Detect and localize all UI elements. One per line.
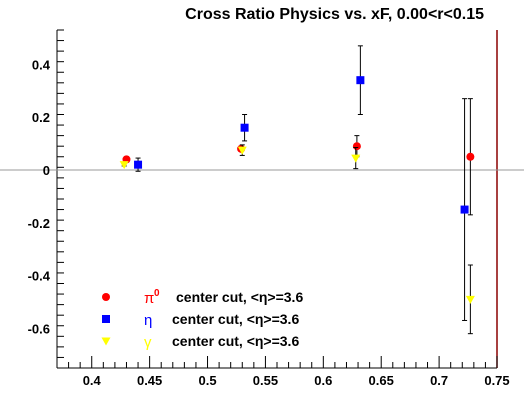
series-triangle-down bbox=[119, 144, 475, 335]
data-series bbox=[119, 45, 475, 335]
legend-symbol: η bbox=[144, 312, 152, 329]
data-point bbox=[134, 160, 143, 169]
y-tick-label: -0.2 bbox=[28, 216, 50, 231]
x-tick-label: 0.4 bbox=[83, 373, 102, 388]
x-tick-label: 0.45 bbox=[137, 373, 162, 388]
legend-marker bbox=[101, 337, 111, 346]
legend-marker bbox=[102, 315, 110, 323]
x-tick-label: 0.55 bbox=[253, 373, 278, 388]
x-tick-label: 0.6 bbox=[314, 373, 332, 388]
series-square bbox=[134, 45, 469, 321]
y-tick-label: 0 bbox=[43, 163, 50, 178]
y-tick-label: 0.4 bbox=[32, 57, 51, 72]
data-point bbox=[466, 152, 475, 161]
data-point bbox=[460, 205, 469, 214]
legend-symbol: π bbox=[144, 290, 154, 307]
legend: π 0 center cut, <η>=3.6 η center cut, <η>=3.… bbox=[101, 288, 303, 351]
data-point bbox=[119, 161, 129, 170]
data-point bbox=[465, 295, 475, 304]
legend-label: center cut, <η>=3.6 bbox=[172, 333, 299, 349]
legend-marker bbox=[102, 293, 110, 301]
x-tick-label: 0.75 bbox=[484, 373, 509, 388]
y-axis: -0.6 -0.4 -0.2 0 0.2 0.4 bbox=[28, 29, 64, 369]
data-point bbox=[237, 146, 247, 155]
legend-symbol: γ bbox=[144, 334, 152, 351]
x-axis: 0.4 0.45 0.5 0.55 0.6 0.65 0.7 0.75 bbox=[56, 356, 510, 388]
y-tick-label: -0.4 bbox=[28, 269, 51, 284]
data-point bbox=[356, 76, 365, 85]
y-tick-label: -0.6 bbox=[28, 321, 50, 336]
x-tick-label: 0.65 bbox=[369, 373, 394, 388]
x-tick-label: 0.7 bbox=[430, 373, 448, 388]
x-tick-label: 0.5 bbox=[198, 373, 216, 388]
data-point bbox=[240, 123, 249, 132]
legend-label: center cut, <η>=3.6 bbox=[172, 311, 299, 327]
chart-title: Cross Ratio Physics vs. xF, 0.00<r<0.15 bbox=[185, 6, 484, 23]
data-point bbox=[352, 142, 361, 151]
legend-label: center cut, <η>=3.6 bbox=[176, 289, 303, 305]
legend-symbol-superscript: 0 bbox=[154, 288, 160, 299]
y-tick-label: 0.2 bbox=[32, 110, 50, 125]
data-point bbox=[351, 154, 361, 163]
